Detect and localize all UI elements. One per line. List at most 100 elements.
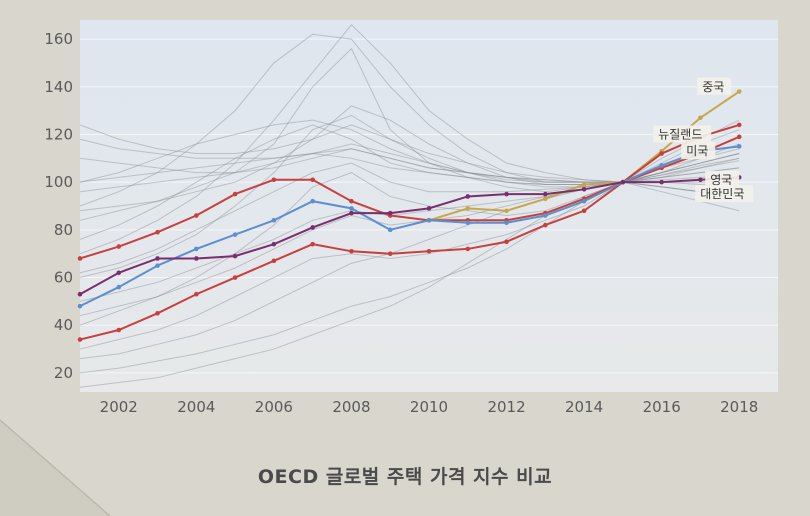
data-point [543,222,548,228]
x-tick-label: 2004 [177,398,215,416]
data-point [232,232,238,237]
series-line [79,123,740,341]
data-point [736,122,742,128]
data-point [271,258,277,264]
data-point [387,227,393,233]
data-point [465,220,471,225]
x-tick-label: 2006 [255,398,293,416]
data-point [77,291,83,297]
y-tick-label: 20 [54,364,73,382]
series-label-text: 중국 [702,80,724,94]
data-point [659,163,664,168]
data-point [465,194,471,199]
background-line [79,160,740,317]
data-point [310,177,315,183]
series-label-text: 영국 [710,173,732,187]
data-point [116,284,122,290]
series-뉴질랜드 [77,122,742,342]
data-point [77,256,83,261]
data-point [581,208,587,214]
x-axis-ticks: 2002 2004 2006 2008 2010 2012 2014 2016 2018 [100,398,759,416]
data-point [77,303,83,309]
x-tick-label: 2002 [100,398,138,416]
background-line [79,138,740,212]
x-tick-label: 2010 [410,398,448,416]
page-fold [0,419,111,516]
data-point [426,206,432,211]
data-point [349,206,354,211]
data-point [504,191,509,197]
data-point [310,198,315,204]
data-point [504,220,509,225]
series-대한민국 [77,175,742,297]
data-point [581,182,587,187]
series-line [79,176,740,296]
data-point [736,89,742,94]
data-point [543,196,548,202]
data-point [232,275,238,280]
data-point [271,177,277,183]
data-point [155,229,160,235]
data-point [465,206,471,211]
y-tick-label: 120 [44,125,73,143]
data-point [504,239,509,245]
y-tick-label: 80 [54,221,73,239]
data-point [155,311,160,316]
y-tick-label: 40 [54,316,73,334]
series-label-box [697,77,732,95]
data-point [116,270,122,276]
x-tick-label: 2016 [643,398,681,416]
series-label-text: 대한민국 [700,187,744,201]
data-point [581,187,587,192]
data-point [232,191,238,197]
data-point [194,246,199,252]
series-label: 중국 [697,77,732,95]
series-label: 뉴질랜드 [653,125,712,143]
plot-background [80,20,778,392]
x-tick-label: 2018 [720,398,758,416]
chart-caption: OECD 글로벌 주택 가격 지수 비교 [257,466,553,488]
x-tick-label: 2012 [487,398,525,416]
grid [80,38,778,374]
y-tick-label: 140 [44,78,73,96]
background-line [79,157,740,274]
data-point [271,218,277,223]
data-point [77,337,83,342]
data-point [387,210,393,216]
y-axis-ticks: 20 40 60 80 100 120 140 160 [44,30,73,382]
series-label-box [695,185,754,203]
series-label-box [653,125,712,143]
data-point [349,249,354,254]
x-tick-label: 2014 [565,398,603,416]
data-point [271,241,277,247]
x-tick-label: 2008 [332,398,370,416]
data-point [736,134,742,140]
data-point [349,198,354,204]
series-label: 대한민국 [695,185,754,203]
data-point [659,179,664,185]
series-label-box [681,142,716,160]
series-label-text: 뉴질랜드 [658,127,702,141]
data-point [194,291,199,297]
data-point [698,177,703,183]
data-point [426,249,432,254]
series-label-box [705,170,740,188]
data-point [194,213,199,218]
data-point [698,115,703,121]
data-point [349,210,354,216]
data-point [310,225,315,230]
data-point [155,263,160,268]
y-tick-label: 100 [44,173,73,191]
data-point [310,241,315,247]
data-point [620,179,626,185]
data-point [543,191,548,197]
data-point [581,198,587,204]
data-point [659,151,664,156]
y-tick-label: 60 [54,269,73,287]
series-label-text: 미국 [686,144,708,158]
series-line [79,145,740,308]
data-point [465,246,471,252]
